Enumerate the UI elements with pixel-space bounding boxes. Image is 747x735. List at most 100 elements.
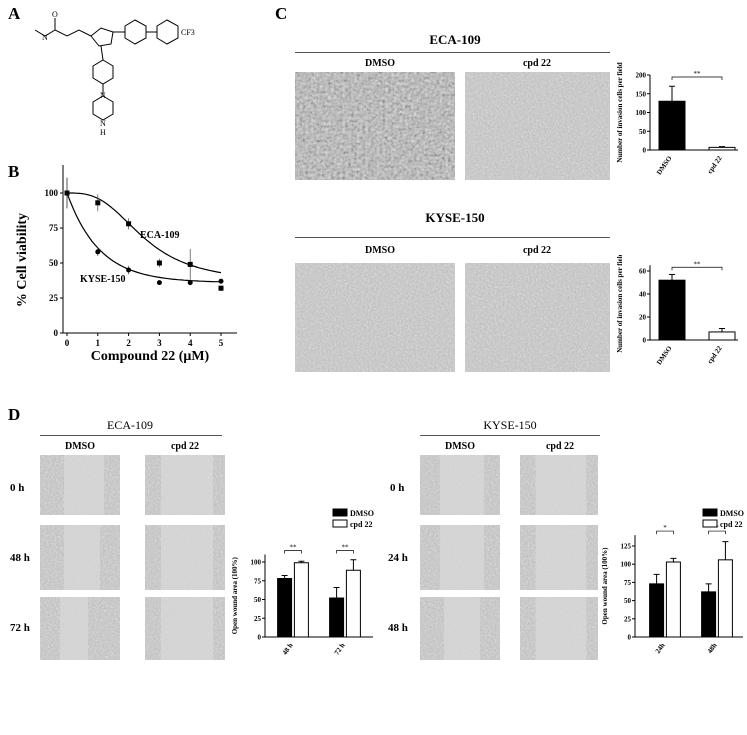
x-tick-label: DMSO (655, 154, 674, 176)
wound-area (60, 597, 88, 660)
divider (295, 52, 610, 53)
micrograph (520, 597, 598, 660)
x-tick-label: 5 (219, 338, 224, 348)
legend-label: DMSO (720, 509, 744, 518)
wound-area (440, 525, 484, 590)
micrograph (520, 525, 598, 590)
y-tick-label: 60 (639, 268, 647, 276)
y-tick-label: 40 (639, 291, 647, 299)
x-tick-label: 72 h (333, 641, 347, 656)
panel-label-d: D (8, 405, 21, 424)
micrograph (420, 525, 500, 590)
fit-curve (67, 192, 222, 274)
data-point (126, 267, 132, 273)
significance-label: * (715, 524, 719, 532)
row-label: 72 h (10, 622, 30, 634)
y-tick-label: 125 (621, 543, 632, 551)
bar (717, 559, 733, 638)
row-label: 0 h (390, 482, 405, 494)
data-point (64, 190, 70, 196)
fit-curve (66, 192, 222, 283)
c-label-dmso: DMSO (365, 245, 395, 256)
svg-text:N: N (100, 119, 106, 128)
wound-area (161, 455, 213, 515)
wound-area (444, 597, 480, 660)
bar (658, 279, 686, 341)
bar (293, 562, 309, 638)
panel-label-a: A (8, 4, 21, 23)
y-tick-label: 100 (251, 559, 262, 567)
x-tick-label: 4 (188, 338, 193, 348)
x-tick-label: 48h (706, 641, 719, 655)
data-point (218, 285, 224, 291)
y-tick-label: 50 (49, 258, 59, 268)
bar (649, 583, 665, 638)
y-tick-label: 200 (636, 72, 647, 80)
y-tick-label: 50 (254, 596, 262, 604)
significance-label: ** (290, 544, 298, 552)
wound-chart-eca109: 0 25 50 75 100 Open wound area (100%) ** 48 h **… (231, 508, 374, 657)
y-tick-label: 100 (621, 561, 632, 569)
micrograph (40, 525, 120, 590)
x-tick-label: 24h (654, 641, 667, 655)
bar (345, 569, 361, 638)
data-point (156, 260, 162, 266)
y-axis-title: % Cell viability (15, 213, 30, 307)
y-tick-label: 0 (258, 634, 262, 642)
micrograph (520, 455, 598, 515)
y-tick-label: 150 (636, 90, 647, 98)
y-tick-label: 25 (624, 615, 632, 623)
legend-label: DMSO (350, 509, 374, 518)
y-tick-label: 50 (639, 128, 647, 136)
data-point (95, 200, 101, 206)
y-tick-label: 100 (636, 109, 647, 117)
wound-area (161, 525, 213, 590)
c-title-kyse150: KYSE-150 (425, 210, 485, 225)
c-label-dmso: DMSO (365, 58, 395, 69)
micrograph (145, 525, 225, 590)
micrograph-texture (295, 72, 455, 180)
x-tick-label: 0 (65, 338, 70, 348)
series-label: KYSE-150 (80, 274, 126, 285)
wound-area (535, 455, 587, 515)
d-label-cpd22: cpd 22 (170, 441, 200, 452)
legend-swatch (702, 508, 718, 517)
micrograph-texture (295, 263, 455, 372)
x-tick-label: cpd 22 (706, 154, 724, 175)
bar (658, 100, 686, 151)
panel-label-b: B (8, 162, 20, 181)
y-tick-label: 0 (643, 337, 647, 345)
c-title-eca109: ECA-109 (429, 32, 481, 47)
significance-bracket (336, 550, 354, 554)
legend-swatch (702, 519, 718, 528)
y-tick-label: 100 (45, 188, 59, 198)
y-tick-label: 0 (628, 634, 632, 642)
wound-area (535, 525, 587, 590)
d-label-dmso: DMSO (65, 441, 95, 452)
x-tick-label: DMSO (655, 344, 674, 366)
micrograph (295, 263, 455, 372)
micrograph-texture (465, 263, 610, 372)
bar (329, 597, 345, 638)
data-point (126, 221, 132, 227)
micrograph (465, 263, 610, 372)
wound-area (440, 455, 484, 515)
divider (295, 237, 610, 238)
wound-chart-kyse150: 0 25 50 75 100 125 Open wound area (100%) * 24h *… (601, 508, 744, 655)
significance-bracket (708, 530, 726, 535)
x-tick-label: 3 (157, 338, 162, 348)
significance-label: ** (694, 260, 702, 268)
significance-bracket (671, 266, 723, 271)
bar (701, 591, 717, 638)
y-tick-label: 50 (624, 597, 632, 605)
x-tick-label: 48 h (281, 641, 295, 656)
y-tick-label: 0 (54, 328, 59, 338)
significance-label: ** (694, 70, 702, 78)
data-point (187, 261, 193, 267)
legend-swatch (332, 519, 348, 528)
d-title-kyse150: KYSE-150 (483, 418, 537, 432)
bar (708, 146, 736, 151)
